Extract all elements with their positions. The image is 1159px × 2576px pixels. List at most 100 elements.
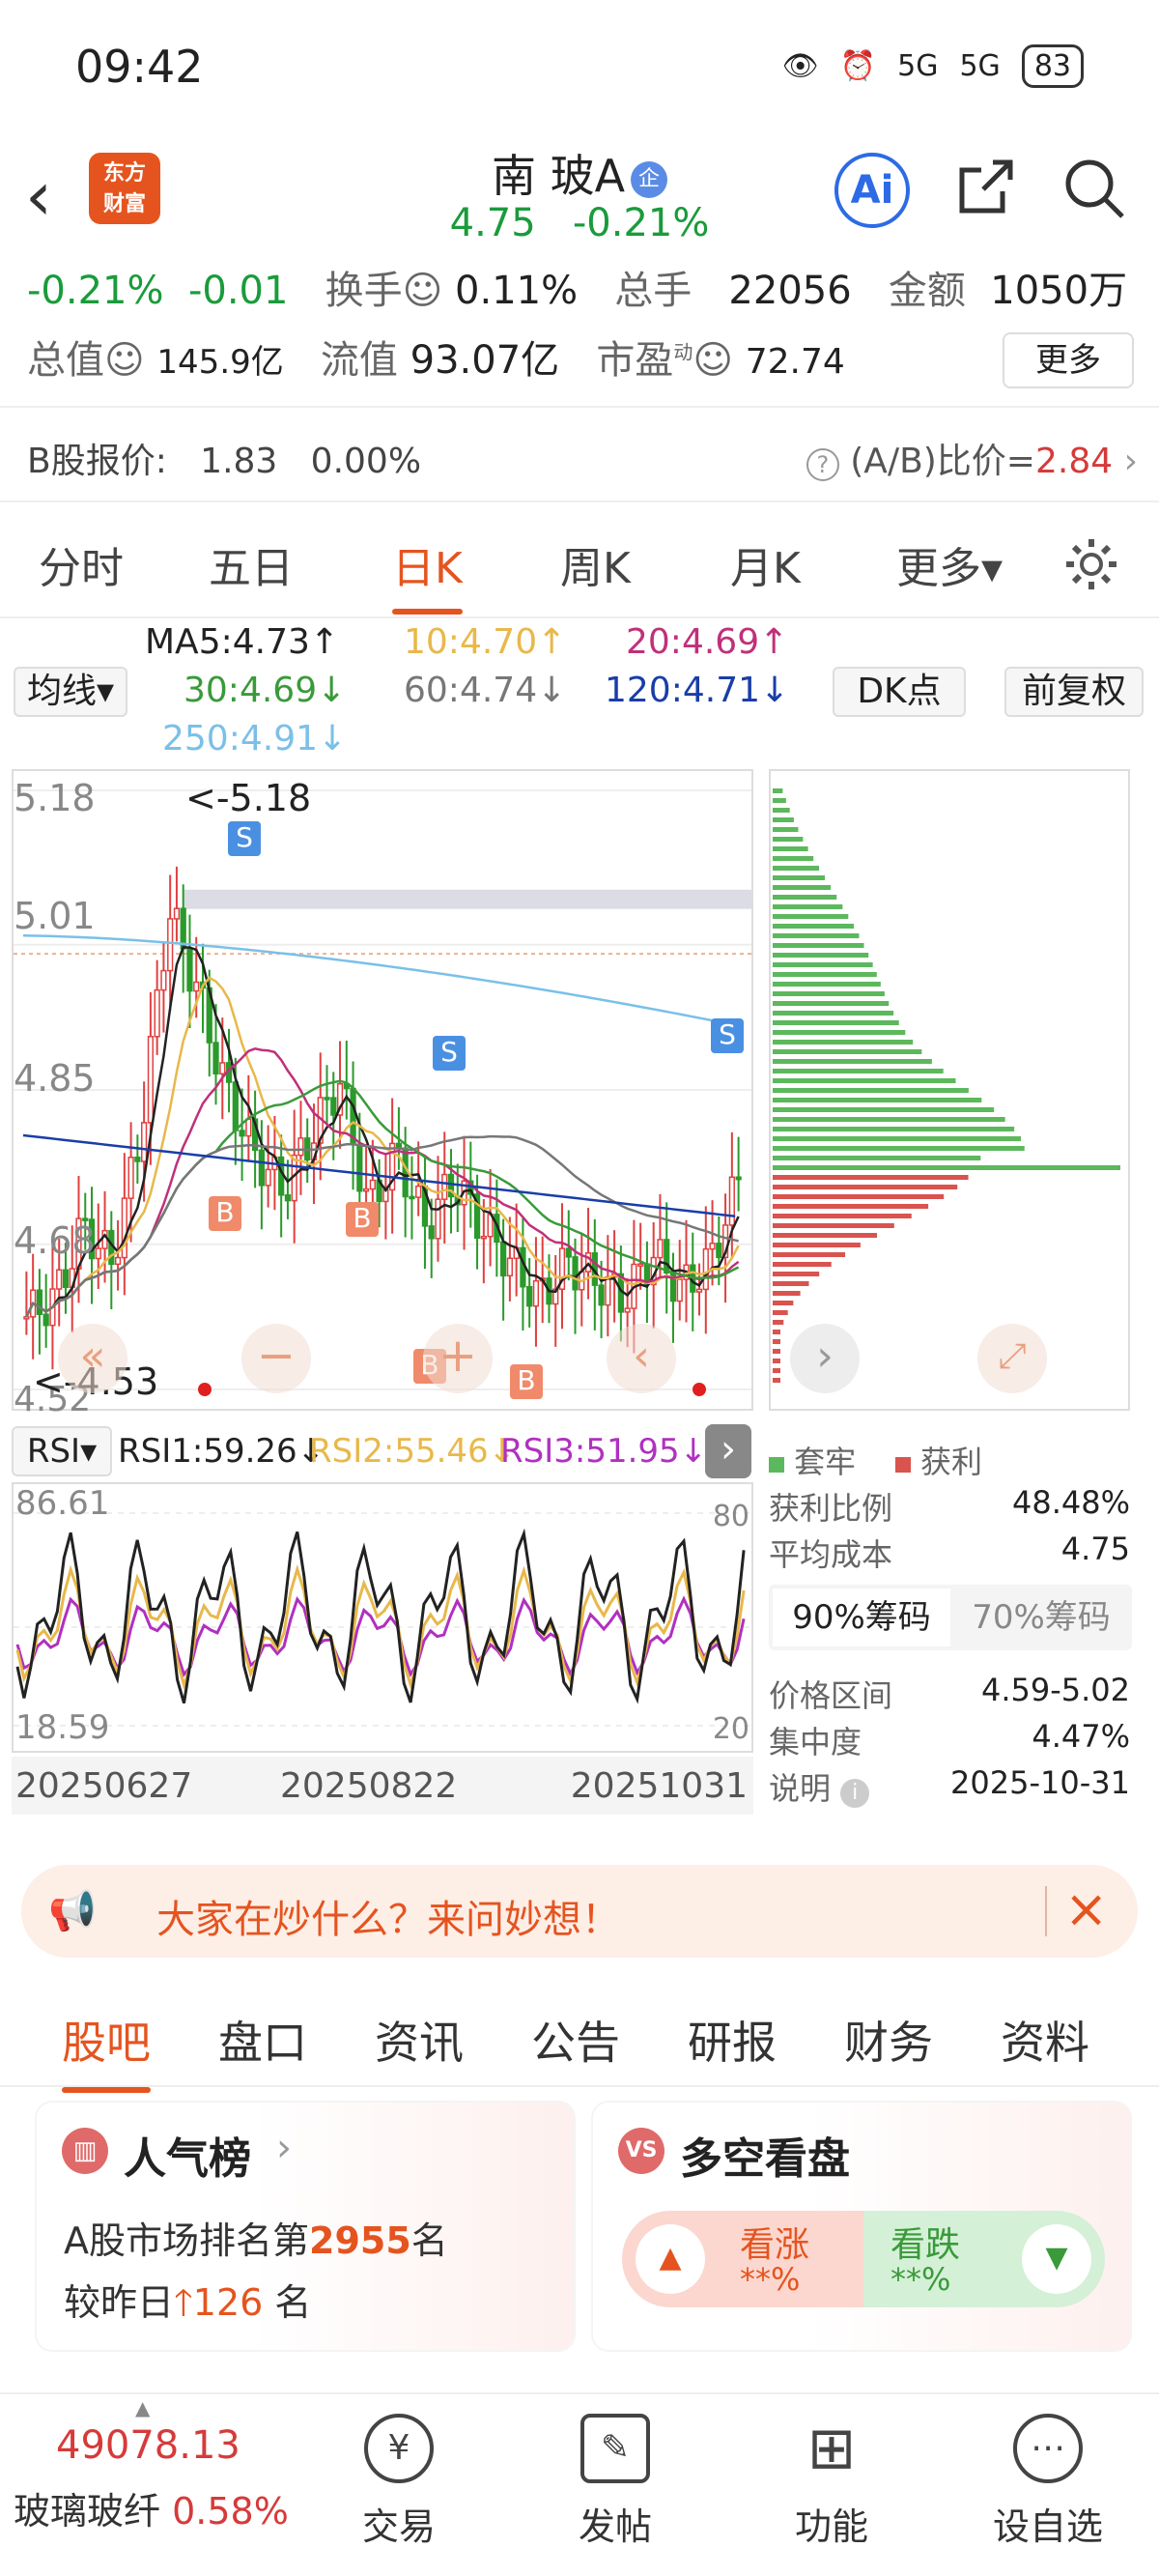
megaphone-icon: 📢 xyxy=(48,1889,97,1933)
bull-bear-card[interactable]: VS 多空看盘 ▲ 看涨 **% 看跌 **% ▼ xyxy=(593,2103,1130,2350)
candle-body xyxy=(676,1278,683,1302)
tab-finance[interactable]: 财务 xyxy=(844,2017,933,2069)
candlestick-chart[interactable]: 5.18 5.01 4.85 4.68 4.52 <-5.18 <-4.53 S… xyxy=(12,769,753,1419)
more-dots-icon: ⋯ xyxy=(1013,2414,1083,2483)
promo-banner[interactable]: 📢 大家在炒什么？来问妙想！ × xyxy=(21,1865,1138,1958)
chip-bar xyxy=(773,1069,944,1073)
candle-body xyxy=(565,1247,572,1258)
zoom-out-icon[interactable]: − xyxy=(241,1324,311,1393)
scroll-left-fast-icon[interactable]: « xyxy=(58,1324,127,1393)
tab-more[interactable]: 更多▾ xyxy=(896,544,1004,593)
chip-bar xyxy=(773,866,819,871)
buy-mark[interactable]: B xyxy=(510,1364,543,1399)
candle-body xyxy=(369,1179,376,1190)
tab-weekly-k[interactable]: 周K xyxy=(560,544,631,593)
scroll-right-icon[interactable]: › xyxy=(790,1324,860,1393)
info-icon: ☺ xyxy=(402,269,443,313)
candle-body xyxy=(147,1036,155,1124)
b-share-quote[interactable]: B股报价: 1.83 0.00% ? (A/B)比价=2.84 › xyxy=(0,406,1159,502)
candle-body xyxy=(532,1279,540,1307)
chip-bar xyxy=(773,972,877,977)
tab-intraday[interactable]: 分时 xyxy=(39,544,124,593)
add-watchlist-button[interactable]: ⋯ 设自选 xyxy=(975,2404,1120,2550)
candle-body xyxy=(121,1197,127,1259)
chip-bar xyxy=(773,1078,956,1083)
yen-icon: ¥ xyxy=(364,2414,434,2483)
adjust-button[interactable]: 前复权 xyxy=(1004,667,1144,717)
caret-up-icon: ▲ xyxy=(135,2396,151,2419)
volume-value: 22056 xyxy=(728,269,852,313)
post-button[interactable]: ✎ 发帖 xyxy=(543,2404,688,2550)
candle-body xyxy=(297,1137,304,1157)
share-icon[interactable] xyxy=(954,157,1016,218)
more-button[interactable]: 更多 xyxy=(1003,332,1134,388)
expand-icon[interactable]: ⤢ xyxy=(977,1324,1047,1393)
chevron-right-icon: › xyxy=(1123,442,1138,481)
tab-guba[interactable]: 股吧 xyxy=(62,2008,151,2093)
ma250-line xyxy=(22,934,736,1027)
buy-mark[interactable]: B xyxy=(209,1196,241,1231)
candle-body xyxy=(473,1193,481,1239)
sell-mark[interactable]: S xyxy=(228,821,261,856)
candle-body xyxy=(62,1269,70,1288)
expand-indicator-icon[interactable]: › xyxy=(705,1424,751,1478)
scroll-left-icon[interactable]: ‹ xyxy=(607,1324,676,1393)
candle-body xyxy=(558,1247,566,1290)
bear-button[interactable]: 看跌 **% ▼ xyxy=(863,2211,1105,2307)
chip-bar xyxy=(773,1281,809,1286)
candle-body xyxy=(506,1257,514,1277)
chip-bar xyxy=(773,1165,1120,1170)
info-icon: ☺ xyxy=(693,338,734,383)
stock-name: 南 玻A 企 xyxy=(0,141,1159,205)
chip-bar xyxy=(773,1136,1022,1141)
rsi-chart[interactable]: 86.61 18.59 80 20 xyxy=(12,1482,753,1753)
tab-chip-70[interactable]: 70%筹码 xyxy=(972,1598,1111,1637)
indicator-selector[interactable]: RSI▾ xyxy=(12,1426,112,1476)
candle-body xyxy=(232,1081,239,1131)
search-icon[interactable] xyxy=(1062,157,1126,220)
candle-body xyxy=(42,1313,49,1327)
tab-daily-k[interactable]: 日K xyxy=(392,533,463,615)
functions-button[interactable]: ⊞ 功能 xyxy=(794,2415,868,2548)
chip-bar xyxy=(773,1262,832,1267)
change-pct: -0.21% xyxy=(27,269,164,313)
ai-button[interactable]: Ai xyxy=(834,153,910,228)
chip-bar xyxy=(773,1378,780,1383)
tab-chip-90[interactable]: 90%筹码 xyxy=(773,1589,950,1646)
popularity-card[interactable]: ▥ 人气榜 › A股市场排名第2955名 较昨日🡑126 名 xyxy=(37,2103,574,2350)
chip-bar xyxy=(773,924,855,929)
sector-index[interactable]: ▲ 49078.13 玻璃玻纤 0.58% xyxy=(14,2396,289,2533)
bull-button[interactable]: ▲ 看涨 **% xyxy=(622,2211,863,2307)
close-icon[interactable]: × xyxy=(1064,1878,1109,1939)
bottom-bar: ▲ 49078.13 玻璃玻纤 0.58% ¥ 交易 ✎ 发帖 ⊞ 功能 ⋯ 设自选 xyxy=(0,2392,1159,2574)
trade-button[interactable]: ¥ 交易 xyxy=(326,2404,471,2550)
candle-body xyxy=(526,1285,533,1307)
tab-monthly-k[interactable]: 月K xyxy=(730,544,801,593)
chip-bar xyxy=(773,895,837,900)
ma-selector[interactable]: 均线▾ xyxy=(14,667,127,717)
tab-research[interactable]: 研报 xyxy=(688,2017,777,2069)
chip-distribution-chart[interactable]: › ⤢ xyxy=(769,769,1130,1411)
tab-news[interactable]: 资讯 xyxy=(375,2017,464,2069)
alarm-icon: ⏰ xyxy=(839,49,877,83)
candle-body xyxy=(356,1143,363,1192)
candle-body xyxy=(193,981,200,992)
back-icon[interactable]: ‹ xyxy=(25,157,52,236)
gear-icon[interactable] xyxy=(1062,535,1120,593)
chip-bar xyxy=(773,982,881,987)
candle-body xyxy=(336,1082,344,1116)
zoom-in-icon[interactable]: + xyxy=(423,1324,493,1393)
candle-body xyxy=(114,1256,122,1266)
dk-point-button[interactable]: DK点 xyxy=(833,667,966,717)
sell-mark[interactable]: S xyxy=(433,1036,466,1071)
tab-orderbook[interactable]: 盘口 xyxy=(218,2017,307,2069)
chip-bar xyxy=(773,1030,906,1035)
buy-mark[interactable]: B xyxy=(346,1202,379,1237)
concentration: 4.47% xyxy=(1032,1718,1130,1755)
tab-announcements[interactable]: 公告 xyxy=(531,2017,620,2069)
tab-five-day[interactable]: 五日 xyxy=(209,544,294,593)
sell-mark[interactable]: S xyxy=(711,1018,744,1053)
chip-bar xyxy=(773,1175,969,1180)
tab-profile[interactable]: 资料 xyxy=(1001,2017,1089,2069)
change-value: -0.01 xyxy=(187,269,289,313)
